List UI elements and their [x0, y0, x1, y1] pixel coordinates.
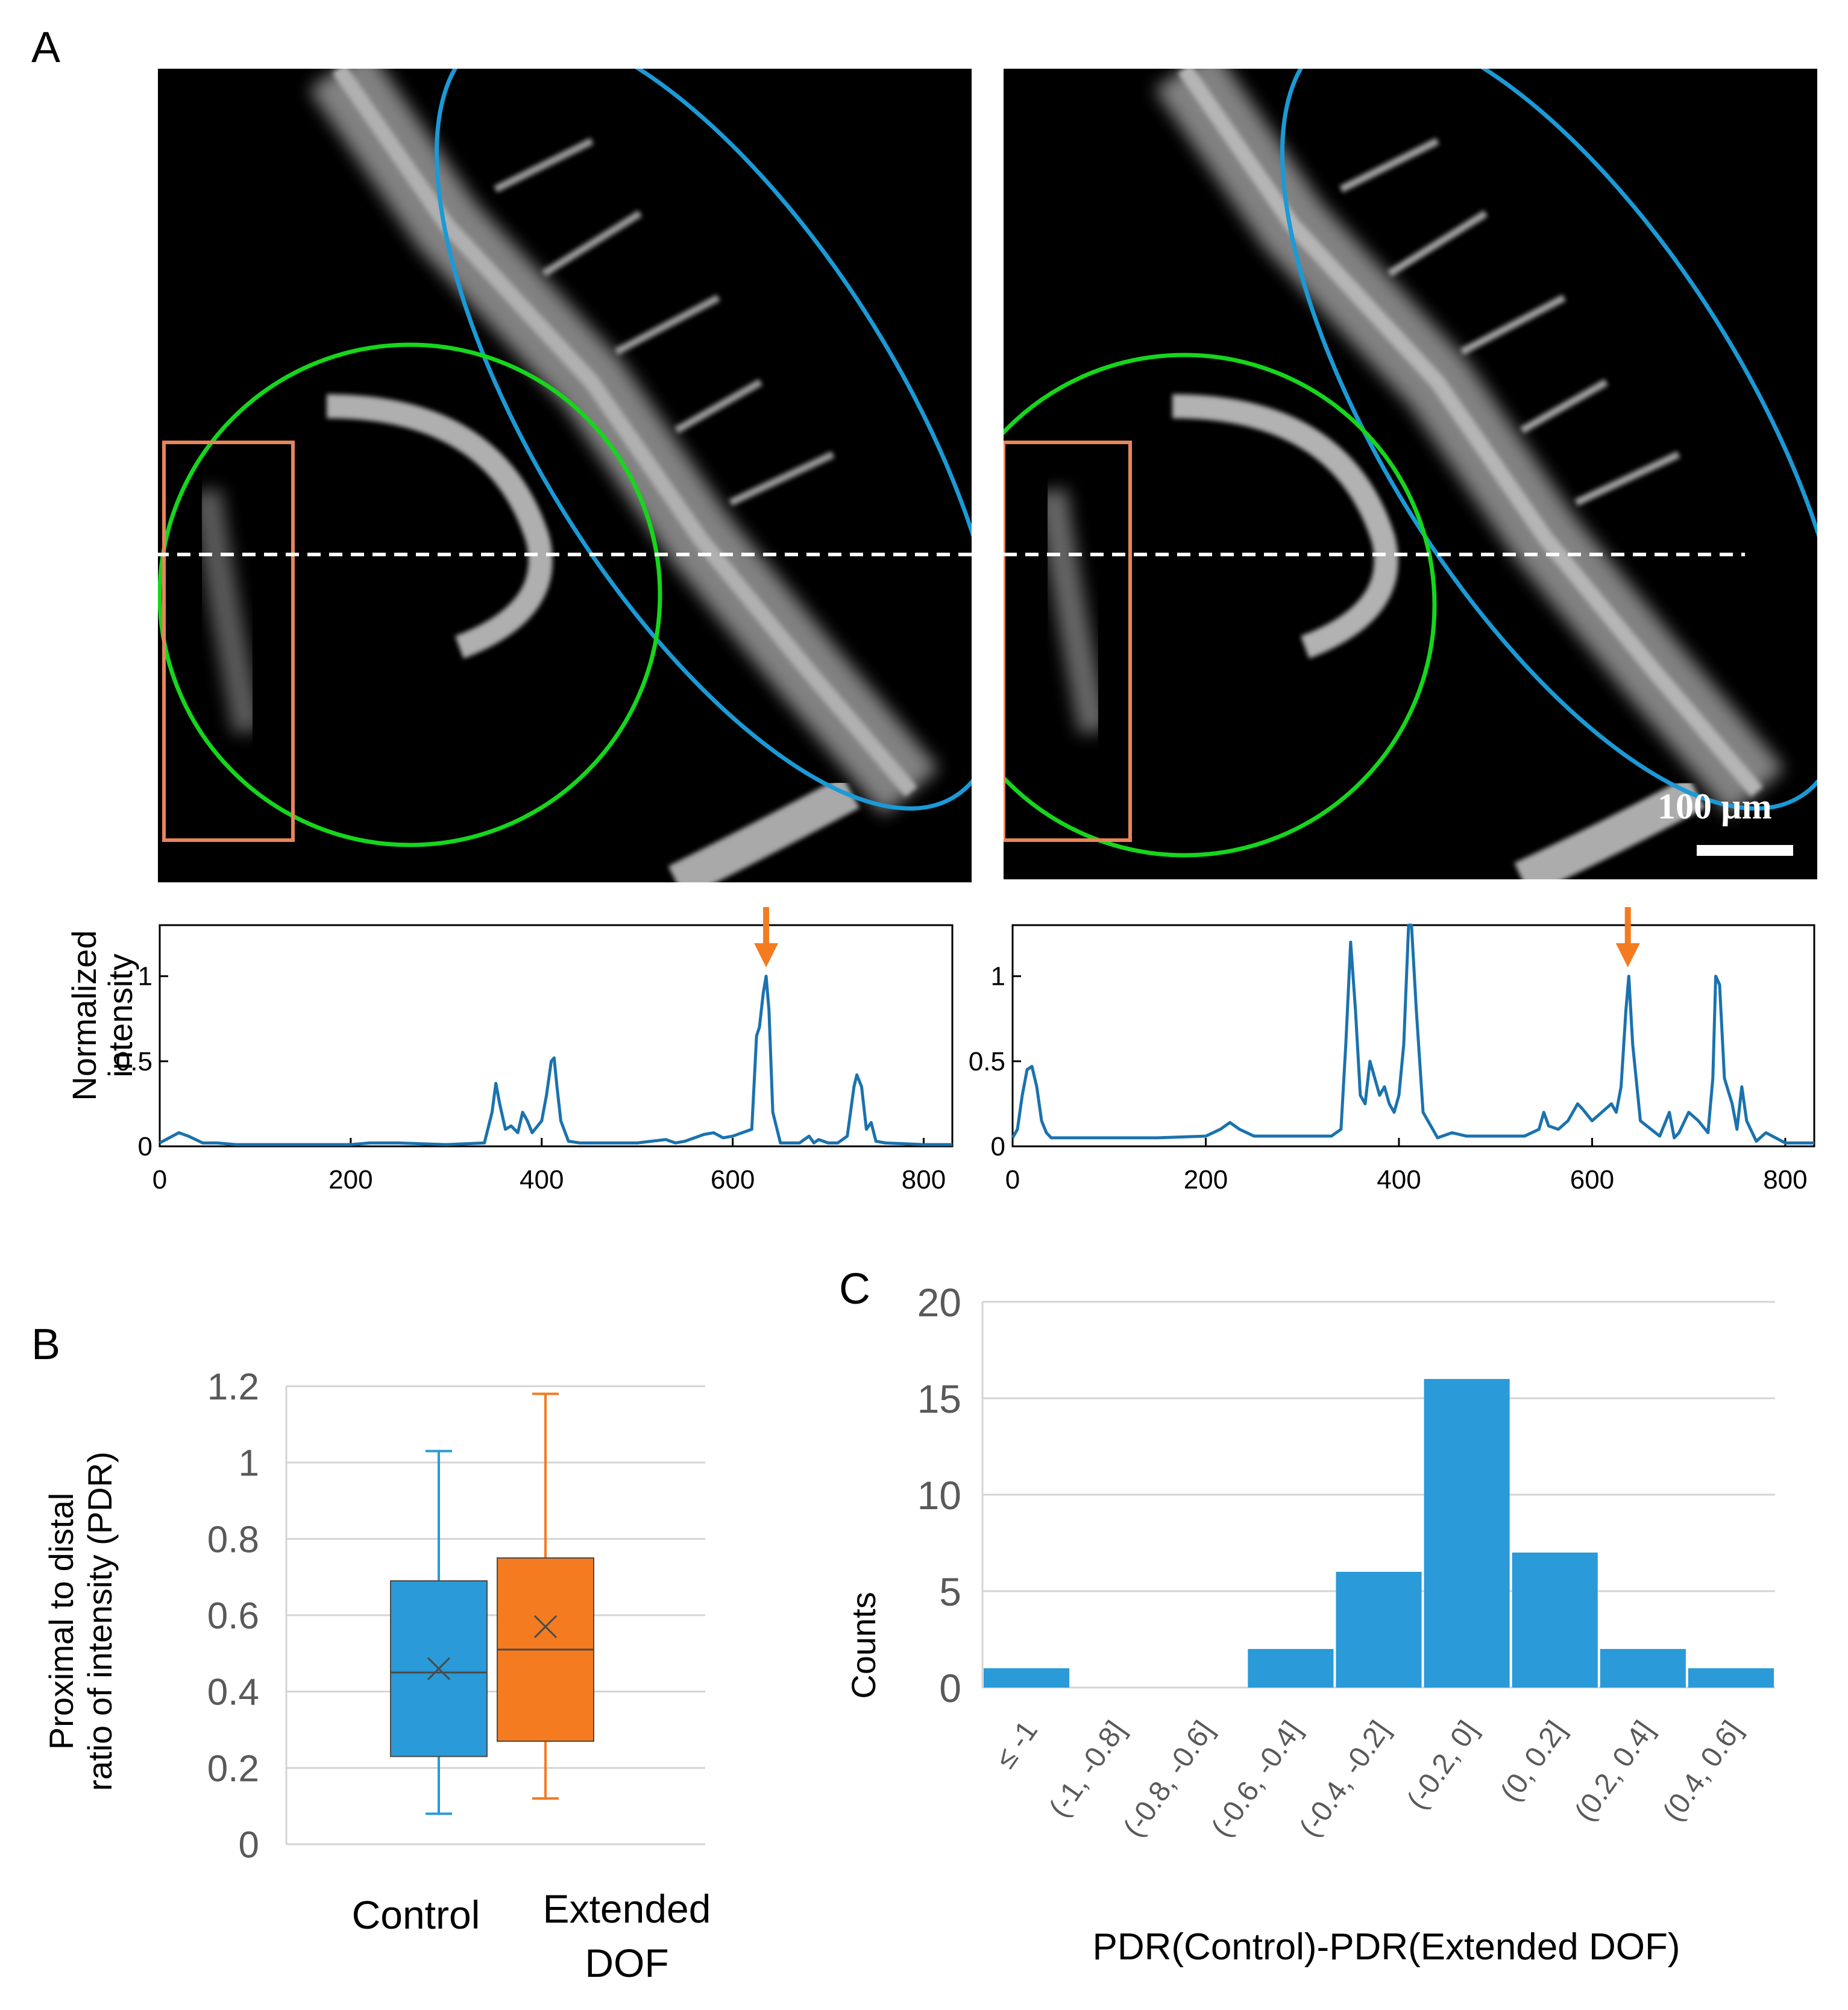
intensity-profile-line [1011, 923, 1814, 1145]
histogram-bar [1336, 1572, 1422, 1688]
micrograph-control-svg [158, 69, 972, 882]
boxplot-ylabel-line2: ratio of intensity (PDR) [81, 1451, 119, 1791]
x-tick-label: (-0.2, 0] [1401, 1715, 1484, 1815]
histogram-bar [1424, 1379, 1510, 1688]
category-label-extended: Extended [543, 1886, 711, 1931]
x-tick-label: (0, 0.2] [1495, 1715, 1573, 1807]
intensity-profile-plots: 0 200 400 600 800 0 0.5 1 0 200 400 600 800 0 0.5 1 [116, 907, 1815, 1195]
y-tick-label: 0.4 [207, 1672, 259, 1713]
x-tick-label: 600 [1570, 1165, 1614, 1195]
roi-circle [1004, 353, 1437, 858]
roi-circle [158, 342, 662, 847]
x-tick-label: (-1, -0.8] [1043, 1715, 1132, 1823]
scale-bar-label: 100 µm [1658, 787, 1772, 826]
histogram-bar [1688, 1668, 1774, 1688]
y-tick-label: 0 [138, 1132, 152, 1161]
x-tick-label: 400 [1377, 1165, 1421, 1195]
x-tick-label: (0.2, 0.4] [1569, 1715, 1661, 1827]
roi-ellipse [1280, 69, 1817, 811]
profile-plot-frame [159, 924, 954, 1148]
micrograph-control [158, 69, 972, 882]
micrograph-extended-dof: 100 µm [1004, 69, 1817, 879]
histogram-ylabel: Counts [844, 1592, 882, 1699]
category-label-dof: DOF [585, 1941, 668, 1985]
roi-rectangle [162, 441, 295, 842]
profile-ylabel: Normalized intensity [65, 913, 139, 1118]
x-tick-label: (0.4, 0.6] [1657, 1715, 1749, 1827]
boxplot-ylabel-line1: Proximal to distal [42, 1492, 80, 1750]
x-tick-label: 0 [152, 1165, 167, 1195]
y-tick-label: 0.8 [207, 1519, 259, 1560]
micrograph-extended-dof-svg [1004, 69, 1817, 879]
vessel-structure [191, 69, 939, 882]
histogram-xlabel: PDR(Control)-PDR(Extended DOF) [1092, 1926, 1680, 1968]
x-tick-label: 200 [1184, 1165, 1228, 1195]
y-tick-label: 1 [991, 962, 1005, 991]
x-tick-label: 600 [711, 1165, 755, 1195]
x-tick-label: 800 [902, 1165, 946, 1195]
y-tick-label: 0 [991, 1132, 1005, 1161]
profile-plot-frame [1011, 924, 1815, 1148]
y-tick-label: 1.2 [207, 1366, 259, 1408]
x-tick-label: 0 [1005, 1165, 1020, 1195]
y-tick-label: 1 [138, 962, 152, 991]
roi-rectangle [1004, 441, 1132, 842]
y-tick-label: 0.6 [207, 1595, 259, 1637]
x-tick-label: (-0.6, -0.4] [1205, 1715, 1308, 1843]
x-tick-label: 800 [1763, 1165, 1807, 1195]
y-tick-label: 0.2 [207, 1748, 259, 1789]
x-tick-label: (-0.8, -0.6] [1117, 1715, 1220, 1843]
pdr-box-plot: 0 0.2 0.4 0.6 0.8 1 1.2 Control Extended DOF [207, 1366, 711, 1985]
profile-ylabel-line1: Normalized [65, 930, 103, 1101]
histogram-bar [1600, 1649, 1686, 1688]
mean-marker [427, 1657, 451, 1680]
y-tick-label: 0.5 [116, 1047, 152, 1076]
y-tick-label: 20 [917, 1280, 961, 1325]
mean-marker [533, 1615, 558, 1639]
panel-label-a: A [31, 24, 61, 72]
profile-line-extension [134, 553, 158, 556]
profile-ylabel-line2: intensity [101, 953, 139, 1078]
peak-arrow-head [1615, 943, 1640, 967]
y-tick-label: 0 [239, 1824, 259, 1866]
histogram-bar [984, 1668, 1070, 1688]
y-tick-label: 0.5 [969, 1047, 1005, 1076]
y-tick-label: 1 [239, 1443, 259, 1484]
x-tick-label: (-0.4, -0.2] [1293, 1715, 1396, 1843]
intensity-profile-line [159, 975, 952, 1146]
x-tick-label: 400 [520, 1165, 564, 1195]
histogram-bar [1248, 1649, 1334, 1688]
y-tick-label: 15 [917, 1377, 961, 1421]
roi-ellipse [435, 69, 972, 811]
y-tick-label: 10 [917, 1473, 961, 1518]
histogram-bar [1512, 1553, 1598, 1688]
category-label-control: Control [352, 1892, 480, 1937]
boxplot-ylabel: Proximal to distal ratio of intensity (P… [42, 1410, 119, 1832]
peak-arrow-head [754, 943, 779, 967]
panel-label-b: B [31, 1321, 61, 1369]
x-tick-label: ≤ -1 [989, 1715, 1044, 1774]
scale-bar [1697, 845, 1793, 856]
y-tick-label: 5 [939, 1569, 961, 1614]
x-tick-label: 200 [328, 1165, 372, 1195]
panel-label-c: C [839, 1265, 870, 1313]
vessel-structure [1037, 69, 1785, 879]
pdr-difference-histogram: 0 5 10 15 20 ≤ -1(-1, -0.8](-0.8, -0.6](-0.6,… [917, 1280, 1775, 1843]
y-tick-label: 0 [939, 1666, 961, 1710]
